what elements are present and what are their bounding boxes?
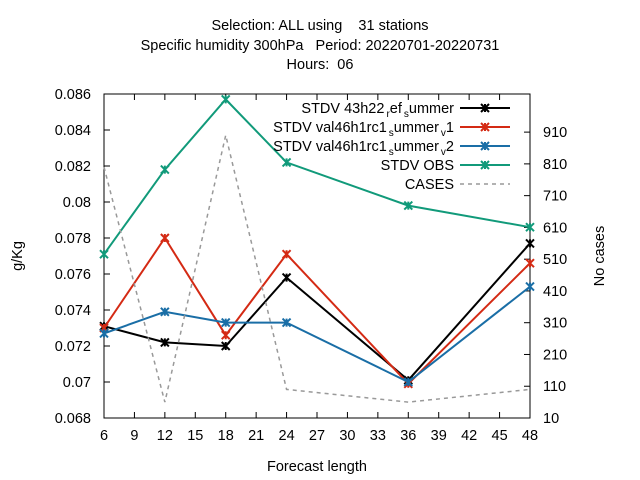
data-point	[221, 330, 231, 340]
legend-marker	[480, 103, 490, 113]
x-tick-label: 18	[218, 428, 234, 444]
data-point	[525, 222, 535, 232]
x-tick-label: 36	[400, 428, 416, 444]
series-line	[103, 236, 531, 386]
data-point	[281, 272, 292, 283]
x-axis-label: Forecast length	[267, 459, 367, 475]
chart-title-line-3: Hours: 06	[286, 57, 354, 73]
data-point	[221, 94, 231, 105]
legend-marker	[480, 160, 490, 170]
legend-label: STDV val46h1rc1 summer v2	[273, 139, 454, 158]
y-tick-label: 0.07	[63, 375, 91, 391]
data-point	[160, 233, 170, 243]
legend-label-part: STDV 43h22	[301, 101, 384, 117]
data-point	[525, 258, 535, 268]
y-tick-label: 0.068	[55, 411, 91, 427]
series-1	[99, 238, 535, 385]
y2-tick-label: 910	[543, 125, 567, 141]
legend-label-part: 1	[446, 120, 454, 136]
legend-label-part: STDV val46h1rc1	[273, 120, 387, 136]
x-tick-label: 6	[100, 428, 108, 444]
chart-title-line-1: Selection: ALL using 31 stations	[211, 18, 429, 34]
y2-tick-label: 210	[543, 347, 567, 363]
y-tick-label: 0.078	[55, 231, 91, 247]
legend-label: STDV OBS	[381, 158, 454, 174]
x-tick-label: 9	[130, 428, 138, 444]
y2-tick-label: 110	[543, 379, 566, 395]
x-tick-label: 12	[157, 428, 173, 444]
data-point	[403, 200, 413, 211]
legend-label-part: s	[404, 109, 409, 120]
legend-marker	[480, 141, 490, 151]
x-tick-label: 30	[339, 428, 355, 444]
legend-label-part: 2	[446, 139, 454, 155]
series-line	[103, 242, 531, 382]
y-tick-label: 0.072	[55, 339, 91, 355]
legend-label-part: s	[389, 147, 394, 158]
x-tick-label: 45	[492, 428, 508, 444]
legend-label-part: v	[441, 147, 446, 158]
series-line	[103, 285, 531, 384]
legend-label-part: s	[389, 128, 394, 139]
data-point	[403, 377, 413, 387]
y2-axis-label: No cases	[592, 226, 608, 286]
data-point	[160, 337, 170, 348]
y-tick-label: 0.08	[63, 195, 91, 211]
legend-label-part: r	[386, 109, 390, 120]
data-point	[281, 249, 292, 259]
y-tick-label: 0.082	[55, 159, 91, 175]
legend-label-part: CASES	[405, 177, 454, 193]
data-point	[99, 249, 109, 259]
legend-label: STDV val46h1rc1 summer v1	[273, 120, 454, 139]
data-point	[160, 164, 170, 175]
legend-label: CASES	[405, 177, 454, 193]
y-axis-label: g/Kg	[10, 241, 26, 271]
y-tick-label: 0.086	[55, 87, 91, 103]
y2-tick-label: 310	[543, 316, 567, 332]
x-tick-label: 33	[370, 428, 386, 444]
y2-tick-label: 410	[543, 284, 567, 300]
data-point	[525, 238, 535, 249]
legend-label-part: ummer	[394, 120, 439, 136]
series-line	[103, 97, 531, 255]
legend-label-part: ummer	[394, 139, 439, 155]
legend-label-part: ef	[390, 101, 403, 117]
x-tick-label: 39	[431, 428, 447, 444]
x-tick-label: 27	[309, 428, 325, 444]
series-2	[99, 233, 535, 389]
y2-tick-label: 810	[543, 157, 567, 173]
legend-label: STDV 43h22 ref summer	[301, 101, 454, 120]
legend-label-part: STDV val46h1rc1	[273, 139, 387, 155]
legend-marker	[480, 122, 490, 132]
x-tick-label: 15	[187, 428, 203, 444]
legend-label-part: STDV OBS	[381, 158, 454, 174]
data-point	[281, 317, 292, 328]
x-tick-label: 21	[248, 428, 264, 444]
data-point	[160, 307, 170, 317]
y-tick-label: 0.076	[55, 267, 91, 283]
x-tick-label: 24	[279, 428, 295, 444]
data-point	[525, 281, 535, 292]
legend-label-part: v	[441, 128, 446, 139]
data-point	[99, 328, 109, 339]
y2-tick-label: 10	[543, 411, 559, 427]
y2-tick-label: 610	[543, 220, 567, 236]
x-tick-label: 42	[461, 428, 477, 444]
data-point	[221, 317, 231, 328]
y2-tick-label: 710	[543, 189, 567, 205]
series-3	[99, 281, 535, 387]
legend-label-part: ummer	[409, 101, 454, 117]
series-line	[103, 135, 531, 403]
data-point	[221, 341, 231, 351]
x-tick-label: 48	[522, 428, 538, 444]
data-point	[281, 157, 292, 168]
chart-title-line-2: Specific humidity 300hPa Period: 2022070…	[140, 38, 500, 54]
series-5	[103, 135, 531, 403]
y-tick-label: 0.084	[55, 123, 91, 139]
y2-tick-label: 510	[543, 252, 567, 268]
y-tick-label: 0.074	[55, 303, 91, 319]
series-4	[99, 94, 535, 259]
